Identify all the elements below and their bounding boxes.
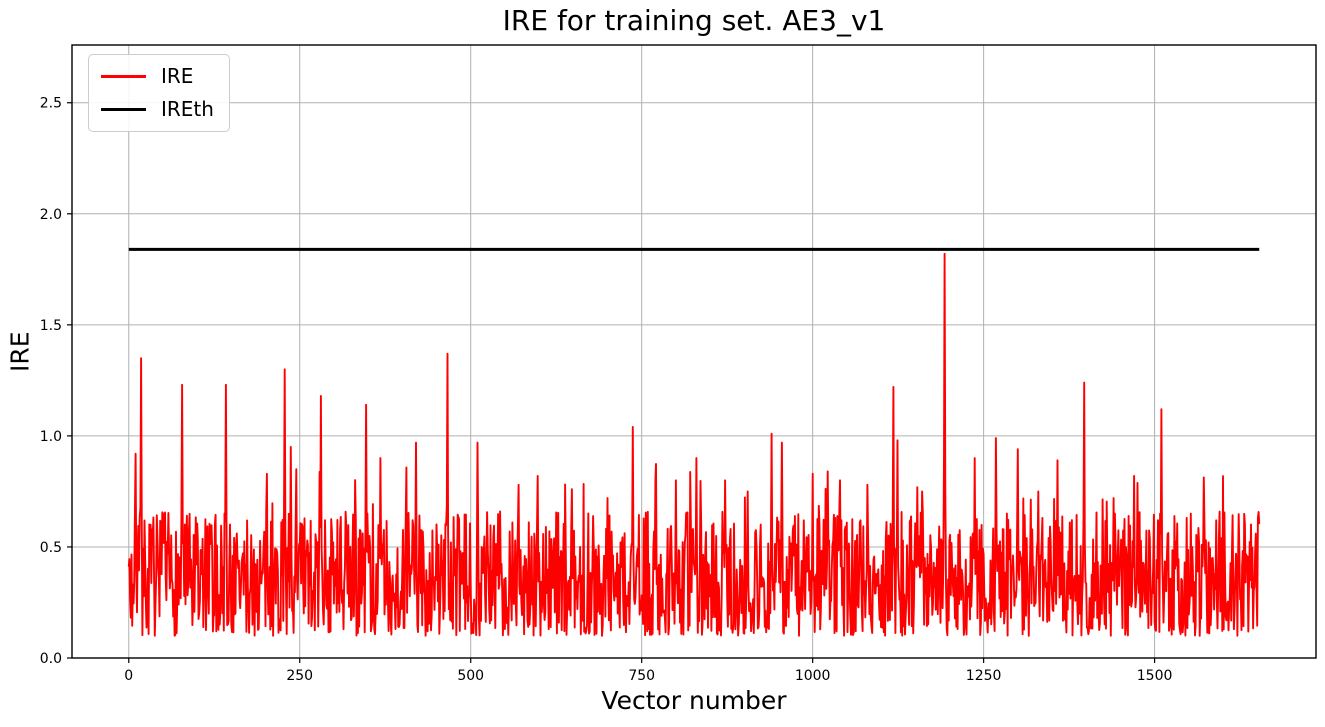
legend-swatch-ire [101,74,146,78]
x-tick-label: 1000 [795,668,831,684]
plot-border [71,44,1317,659]
x-tick-label: 1500 [1137,668,1173,684]
y-tick-label: 0.5 [40,540,62,556]
y-tick-label: 1.5 [40,318,62,334]
y-tick-label: 2.0 [40,207,62,223]
legend-label-ire: IRE [161,64,194,88]
y-axis-label: IRE [5,331,35,372]
x-tick-label: 1250 [966,668,1002,684]
legend: IRE IREth [88,54,230,132]
y-tick-label: 0.0 [40,651,62,667]
x-tick-label: 0 [124,668,133,684]
x-axis-label: Vector number [601,686,787,715]
legend-entry-ire: IRE [101,64,214,88]
y-tick-label: 2.5 [40,96,62,112]
x-tick-label: 500 [457,668,484,684]
x-tick-label: 750 [628,668,655,684]
chart-title: IRE for training set. AE3_v1 [502,4,886,37]
series-ire-line [127,252,1261,637]
legend-entry-ireth: IREth [101,97,214,121]
y-tick-label: 1.0 [40,429,62,445]
x-tick-label: 250 [286,668,313,684]
legend-label-ireth: IREth [161,97,214,121]
legend-swatch-ireth [101,107,146,111]
